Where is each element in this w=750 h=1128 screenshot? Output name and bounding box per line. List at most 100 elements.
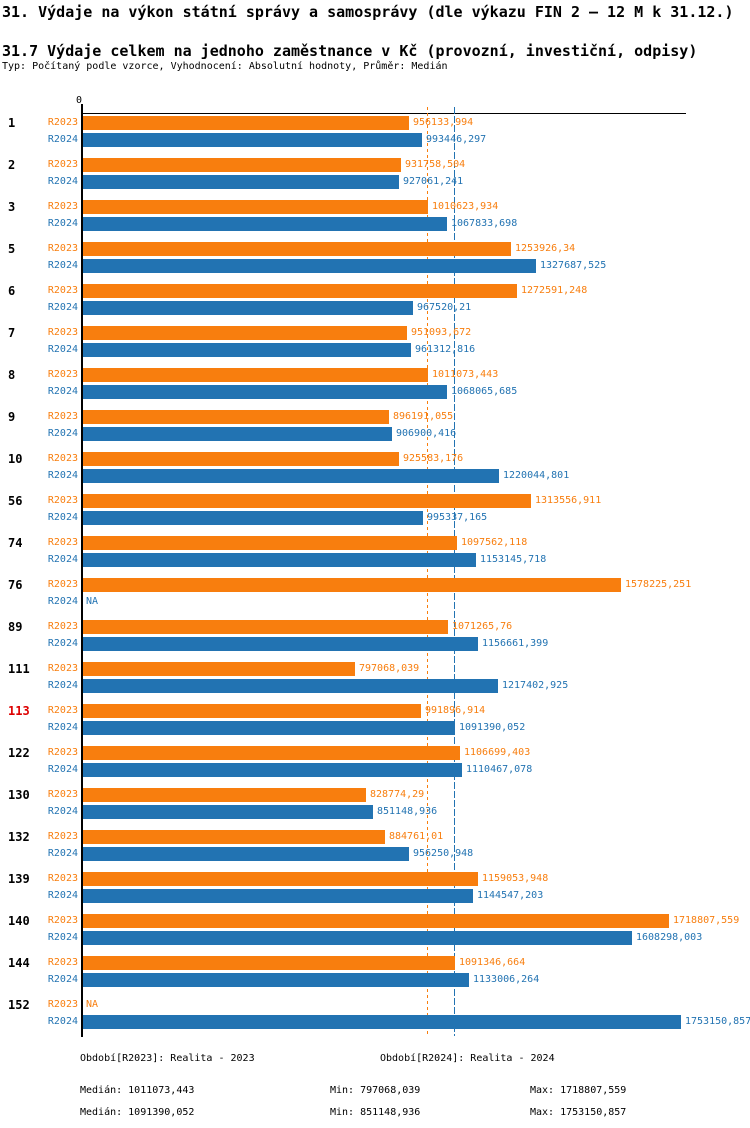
bar-r2024: [83, 637, 478, 651]
series-label-r2024: R2024: [47, 176, 78, 187]
bar-r2023: [83, 704, 421, 718]
series-label-r2023: R2023: [47, 789, 78, 800]
bar-value-r2024: 1110467,078: [466, 764, 533, 775]
group-label: 144: [8, 956, 30, 970]
series-label-r2024: R2024: [47, 848, 78, 859]
bar-r2024: [83, 427, 392, 441]
bar-r2024: [83, 847, 409, 861]
bar-r2023: [83, 158, 401, 172]
group-label: 132: [8, 830, 30, 844]
series-label-r2024: R2024: [47, 386, 78, 397]
bar-value-r2024: 1753150,857: [685, 1016, 750, 1027]
bar-r2024: [83, 553, 476, 567]
bar-r2023: [83, 788, 366, 802]
bar-value-r2024: 906900,416: [396, 428, 457, 439]
bar-r2024: [83, 469, 499, 483]
bar-r2023: [83, 410, 389, 424]
bar-value-r2023: 991896,914: [425, 705, 486, 716]
bar-r2023: [83, 242, 511, 256]
bar-value-r2024: 927061,241: [403, 176, 464, 187]
group-label: 111: [8, 662, 30, 676]
bar-r2024: [83, 259, 536, 273]
series-label-r2023: R2023: [47, 411, 78, 422]
bar-r2024: [83, 175, 399, 189]
bar-r2024: [83, 679, 498, 693]
legend-r2023: Období[R2023]: Realita - 2023: [80, 1053, 255, 1064]
group-label: 122: [8, 746, 30, 760]
bar-value-r2023: 884761,01: [389, 831, 444, 842]
series-label-r2023: R2023: [47, 285, 78, 296]
bar-value-r2024: 995337,165: [427, 512, 488, 523]
series-label-r2024: R2024: [47, 344, 78, 355]
chart-subtitle: 31.7 Výdaje celkem na jednoho zaměstnanc…: [2, 42, 698, 60]
bar-value-r2023: 828774,29: [370, 789, 425, 800]
bar-r2024: [83, 217, 447, 231]
bar-value-r2024: 1608298,003: [636, 932, 703, 943]
group-label: 152: [8, 998, 30, 1012]
bar-value-r2024: 1144547,203: [477, 890, 544, 901]
group-label: 113: [8, 704, 30, 718]
bar-r2023: [83, 284, 517, 298]
bar-r2023: [83, 368, 428, 382]
bar-value-r2024: 1091390,052: [459, 722, 526, 733]
series-label-r2023: R2023: [47, 453, 78, 464]
group-label: 9: [8, 410, 16, 424]
series-label-r2023: R2023: [47, 201, 78, 212]
series-label-r2024: R2024: [47, 302, 78, 313]
bar-r2023: [83, 536, 457, 550]
series-label-r2024: R2024: [47, 932, 78, 943]
bar-r2024: [83, 721, 455, 735]
bar-r2023: [83, 494, 531, 508]
bar-r2023: [83, 662, 355, 676]
series-label-r2023: R2023: [47, 537, 78, 548]
series-label-r2024: R2024: [47, 722, 78, 733]
group-label: 74: [8, 536, 23, 550]
bar-r2023: [83, 956, 455, 970]
group-label: 140: [8, 914, 30, 928]
page-title: 31. Výdaje na výkon státní správy a samo…: [2, 3, 734, 21]
bar-r2024: [83, 385, 447, 399]
series-label-r2023: R2023: [47, 663, 78, 674]
bar-value-r2023: 1106699,403: [464, 747, 531, 758]
median-line-r2023: [427, 107, 428, 1036]
legend-r2024: Období[R2024]: Realita - 2024: [380, 1053, 555, 1064]
bar-r2023: [83, 578, 621, 592]
bar-value-r2023: 1011073,443: [432, 369, 499, 380]
bar-value-r2023: 1272591,248: [521, 285, 588, 296]
bar-value-r2023: 1097562,118: [461, 537, 528, 548]
bar-r2023: [83, 914, 669, 928]
bar-value-r2023: 797068,039: [359, 663, 420, 674]
bar-value-r2024: 961312,816: [415, 344, 476, 355]
bar-value-r2023: 1071265,76: [452, 621, 513, 632]
bar-value-r2024: 1327687,525: [540, 260, 607, 271]
series-label-r2024: R2024: [47, 554, 78, 565]
group-label: 3: [8, 200, 16, 214]
bar-value-r2024: 1068065,685: [451, 386, 518, 397]
series-label-r2023: R2023: [47, 999, 78, 1010]
bar-value-r2023: 1253926,34: [515, 243, 576, 254]
bar-value-r2024: 967520,21: [417, 302, 472, 313]
bar-value-r2023: 931758,504: [405, 159, 466, 170]
series-label-r2024: R2024: [47, 638, 78, 649]
stat-max-r2024: Max: 1753150,857: [530, 1107, 627, 1118]
y-axis-line: [81, 104, 83, 1037]
series-label-r2023: R2023: [47, 705, 78, 716]
bar-r2024: [83, 763, 462, 777]
bar-r2023: [83, 872, 478, 886]
chart-meta-line: Typ: Počítaný podle vzorce, Vyhodnocení:…: [2, 61, 448, 72]
bar-r2023: [83, 116, 409, 130]
bar-r2023: [83, 200, 428, 214]
series-label-r2024: R2024: [47, 260, 78, 271]
bar-value-r2023: 1091346,664: [459, 957, 526, 968]
series-label-r2024: R2024: [47, 218, 78, 229]
series-label-r2024: R2024: [47, 428, 78, 439]
bar-value-r2024: 956250,948: [413, 848, 474, 859]
median-line-r2024: [454, 107, 455, 1036]
group-label: 5: [8, 242, 16, 256]
x-axis-line: [82, 113, 686, 114]
group-label: 139: [8, 872, 30, 886]
bar-r2024: [83, 805, 373, 819]
stat-min-r2024: Min: 851148,936: [330, 1107, 421, 1118]
bar-value-r2023: 951093,672: [411, 327, 472, 338]
